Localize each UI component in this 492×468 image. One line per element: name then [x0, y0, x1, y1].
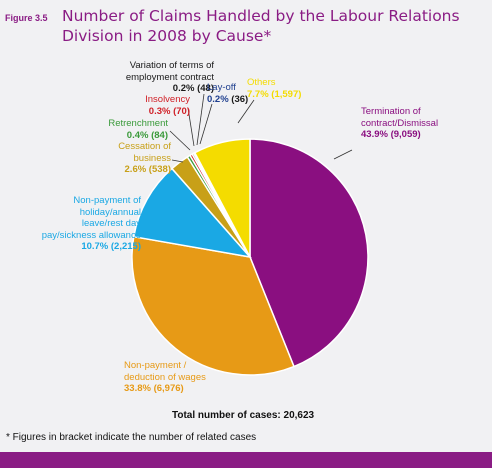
chart-title-line-1: Number of Claims Handled by the Labour R… [62, 7, 460, 25]
slice-percent: 33.8% [124, 383, 151, 394]
slice-label-value: 33.8% (6,976) [124, 383, 206, 395]
slice-percent: 43.9% [361, 129, 388, 140]
slice-label-value: 0.2% (36) [207, 94, 248, 106]
chart-title-line-2: Division in 2008 by Cause* [62, 27, 272, 45]
pie-slice-non-payment-of [132, 167, 252, 259]
slice-label-name: leave/rest day [81, 218, 141, 229]
slice-label-name: Retrenchment [108, 118, 168, 129]
slice-label-name: Termination of [361, 106, 421, 117]
slice-label-name: Cessation of [118, 141, 171, 152]
slice-label-name: Non-payment / [124, 360, 187, 371]
slice-percent: 10.7% [81, 241, 109, 252]
slice-label-name: holiday/annual [79, 206, 141, 218]
slice-label-value: 7.7% (1,597) [247, 89, 301, 101]
leader-line-variation-of-terms-of [196, 93, 205, 146]
slice-label-name: deduction of wages [124, 371, 206, 383]
slice-label-insolvency: Insolvency 0.3% (70) [100, 94, 190, 117]
slice-percent: 0.4% [126, 129, 149, 141]
pie-slice-termination-of [249, 138, 369, 368]
slice-count: (84) [148, 129, 168, 141]
slice-label-name: employment contract [125, 71, 214, 83]
slice-label-value: 2.6% (538) [65, 164, 171, 176]
slice-count: (6,976) [150, 383, 184, 394]
slice-label-value: 43.9% (9,059) [361, 129, 438, 141]
slice-count: (70) [170, 105, 190, 117]
slice-label-others: Others 7.7% (1,597) [247, 77, 301, 100]
slice-percent: 7.7% [247, 88, 269, 100]
figure-label: Figure 3.5 [5, 13, 48, 23]
leader-line-lay-off [199, 103, 213, 145]
slice-count: (36) [228, 93, 249, 105]
slice-label-value: 0.3% (70) [100, 106, 190, 118]
slice-count: (9,059) [387, 129, 421, 140]
leader-line-cessation-of [171, 159, 184, 163]
slice-label-retrenchment: Retrenchment 0.4% (84) [82, 118, 168, 141]
footnote: * Figures in bracket indicate the number… [6, 432, 257, 443]
bottom-bar [0, 452, 492, 468]
leader-line-others [237, 99, 255, 124]
slice-label-value: 10.7% (2,215) [5, 241, 141, 253]
slice-label-name: Insolvency [145, 94, 190, 105]
slice-label-termination-of: Termination of contract/Dismissal 43.9% (9… [361, 106, 438, 141]
slice-label-name: pay/sickness allowance [41, 229, 141, 241]
slice-label-cessation-of: Cessation of business 2.6% (538) [65, 141, 171, 176]
slice-label-name: Non-payment of [73, 195, 141, 206]
slice-percent: 0.3% [148, 105, 171, 117]
chart-title: Number of Claims Handled by the Labour R… [62, 6, 482, 46]
leader-line-insolvency [187, 107, 195, 147]
slice-count: (48) [194, 83, 214, 94]
slice-label-name: Variation of terms of [129, 60, 214, 71]
slice-count: (1,597) [268, 88, 302, 100]
slice-label-non-payment: Non-payment / deduction of wages 33.8% (6,… [124, 360, 206, 395]
pie-slice-others [193, 138, 251, 258]
slice-label-value: 0.2% (48) [98, 83, 214, 95]
slice-percent: 2.6% [124, 164, 147, 175]
leader-line-retrenchment [169, 130, 191, 151]
slice-label-lay-off: Lay-off 0.2% (36) [207, 82, 248, 105]
leader-line-termination-of [333, 149, 353, 160]
slice-count: (538) [146, 164, 171, 175]
pie-slices [131, 138, 369, 376]
total-cases: Total number of cases: 20,623 [172, 410, 315, 421]
slice-percent: 0.2% [172, 83, 195, 94]
slice-label-name: contract/Dismissal [361, 117, 439, 129]
slice-percent: 0.2% [207, 93, 229, 105]
slice-label-non-payment-of: Non-payment of holiday/annual leave/rest d… [5, 195, 141, 253]
slice-label-name: Others [247, 77, 276, 88]
slice-label-name: Lay-off [207, 82, 236, 93]
leader-lines [169, 93, 353, 163]
slice-label-value: 0.4% (84) [82, 130, 168, 142]
slice-count: (2,215) [108, 241, 141, 252]
slice-label-name: business [133, 152, 172, 164]
slice-label-variation-of-terms-of: Variation of terms of employment contract… [98, 60, 214, 95]
pie-slice-non-payment [131, 235, 295, 376]
